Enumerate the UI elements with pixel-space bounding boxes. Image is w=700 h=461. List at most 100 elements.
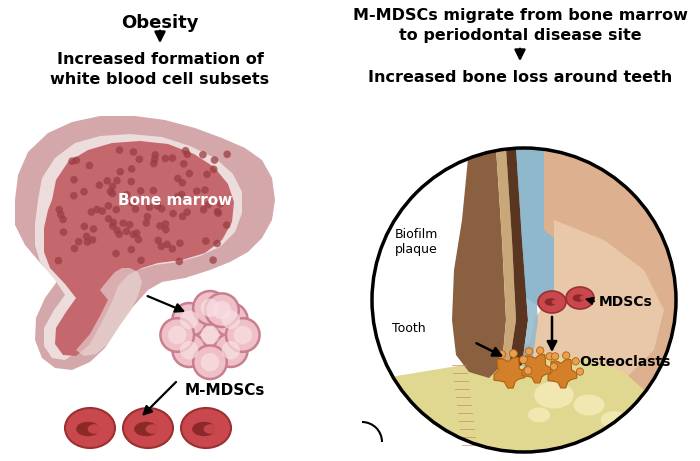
Circle shape <box>552 353 559 360</box>
Circle shape <box>122 228 130 235</box>
Circle shape <box>223 150 231 158</box>
Circle shape <box>169 210 177 217</box>
Circle shape <box>168 326 186 344</box>
Circle shape <box>174 175 181 182</box>
Circle shape <box>99 207 106 215</box>
Circle shape <box>127 178 135 185</box>
Circle shape <box>209 256 217 264</box>
Circle shape <box>70 176 78 183</box>
Text: M-MDSCs migrate from bone marrow
to periodontal disease site: M-MDSCs migrate from bone marrow to peri… <box>353 8 687 43</box>
Circle shape <box>88 208 95 216</box>
Circle shape <box>113 226 121 234</box>
Circle shape <box>162 226 169 233</box>
Circle shape <box>162 220 169 228</box>
Circle shape <box>116 146 123 154</box>
Circle shape <box>169 245 176 253</box>
Circle shape <box>205 201 212 208</box>
Polygon shape <box>44 141 234 356</box>
Circle shape <box>193 318 227 352</box>
Circle shape <box>106 188 114 195</box>
Circle shape <box>69 157 76 165</box>
Circle shape <box>75 238 83 245</box>
Circle shape <box>203 171 211 178</box>
Polygon shape <box>529 220 664 390</box>
Ellipse shape <box>528 408 550 422</box>
Polygon shape <box>76 268 142 356</box>
Polygon shape <box>506 148 528 368</box>
Circle shape <box>524 366 532 374</box>
Circle shape <box>80 188 88 195</box>
Circle shape <box>201 186 209 194</box>
Circle shape <box>214 240 221 247</box>
Circle shape <box>576 368 584 375</box>
Circle shape <box>80 223 88 230</box>
Polygon shape <box>494 357 525 388</box>
Circle shape <box>154 202 161 210</box>
Polygon shape <box>514 148 676 310</box>
Circle shape <box>193 345 227 379</box>
Circle shape <box>201 299 219 317</box>
Circle shape <box>214 303 248 337</box>
Circle shape <box>199 206 207 213</box>
Text: Increased formation of
white blood cell subsets: Increased formation of white blood cell … <box>50 52 270 87</box>
Ellipse shape <box>204 424 218 434</box>
Circle shape <box>498 350 505 358</box>
Circle shape <box>116 230 123 238</box>
Circle shape <box>85 162 93 169</box>
Circle shape <box>123 191 130 198</box>
Circle shape <box>174 193 181 201</box>
Circle shape <box>526 348 533 355</box>
Circle shape <box>214 208 221 215</box>
Text: MDSCs: MDSCs <box>599 295 652 309</box>
Circle shape <box>151 151 159 159</box>
Circle shape <box>155 236 162 244</box>
Circle shape <box>519 356 527 364</box>
Circle shape <box>128 199 136 207</box>
Circle shape <box>214 333 248 367</box>
Ellipse shape <box>552 300 558 304</box>
Circle shape <box>137 256 145 264</box>
Text: Obesity: Obesity <box>121 14 199 32</box>
Circle shape <box>201 326 219 344</box>
Circle shape <box>89 236 97 244</box>
Ellipse shape <box>181 408 231 448</box>
Circle shape <box>234 326 252 344</box>
Circle shape <box>180 160 188 168</box>
Circle shape <box>60 228 67 236</box>
Circle shape <box>112 250 120 257</box>
Circle shape <box>71 245 78 252</box>
Polygon shape <box>548 360 577 388</box>
Polygon shape <box>15 116 275 370</box>
Polygon shape <box>452 148 506 378</box>
Circle shape <box>186 170 193 177</box>
Circle shape <box>172 333 206 367</box>
Circle shape <box>116 168 124 176</box>
Circle shape <box>214 209 222 217</box>
Circle shape <box>176 239 183 247</box>
Circle shape <box>222 311 240 329</box>
Circle shape <box>572 358 580 365</box>
Circle shape <box>108 183 116 190</box>
Ellipse shape <box>573 395 604 415</box>
Circle shape <box>160 318 194 352</box>
Circle shape <box>134 236 142 243</box>
Circle shape <box>222 341 240 360</box>
Ellipse shape <box>566 287 594 309</box>
Circle shape <box>104 177 111 185</box>
Circle shape <box>132 205 139 213</box>
Circle shape <box>113 206 120 213</box>
Circle shape <box>70 192 78 200</box>
Circle shape <box>137 187 144 195</box>
Circle shape <box>105 215 112 223</box>
Circle shape <box>193 187 201 195</box>
Circle shape <box>180 341 198 360</box>
Circle shape <box>60 216 66 223</box>
Circle shape <box>178 213 186 220</box>
Circle shape <box>537 347 544 354</box>
Circle shape <box>109 222 117 230</box>
Circle shape <box>128 165 136 173</box>
Ellipse shape <box>538 291 566 313</box>
Ellipse shape <box>534 382 574 408</box>
Circle shape <box>57 211 64 219</box>
Polygon shape <box>35 134 242 360</box>
